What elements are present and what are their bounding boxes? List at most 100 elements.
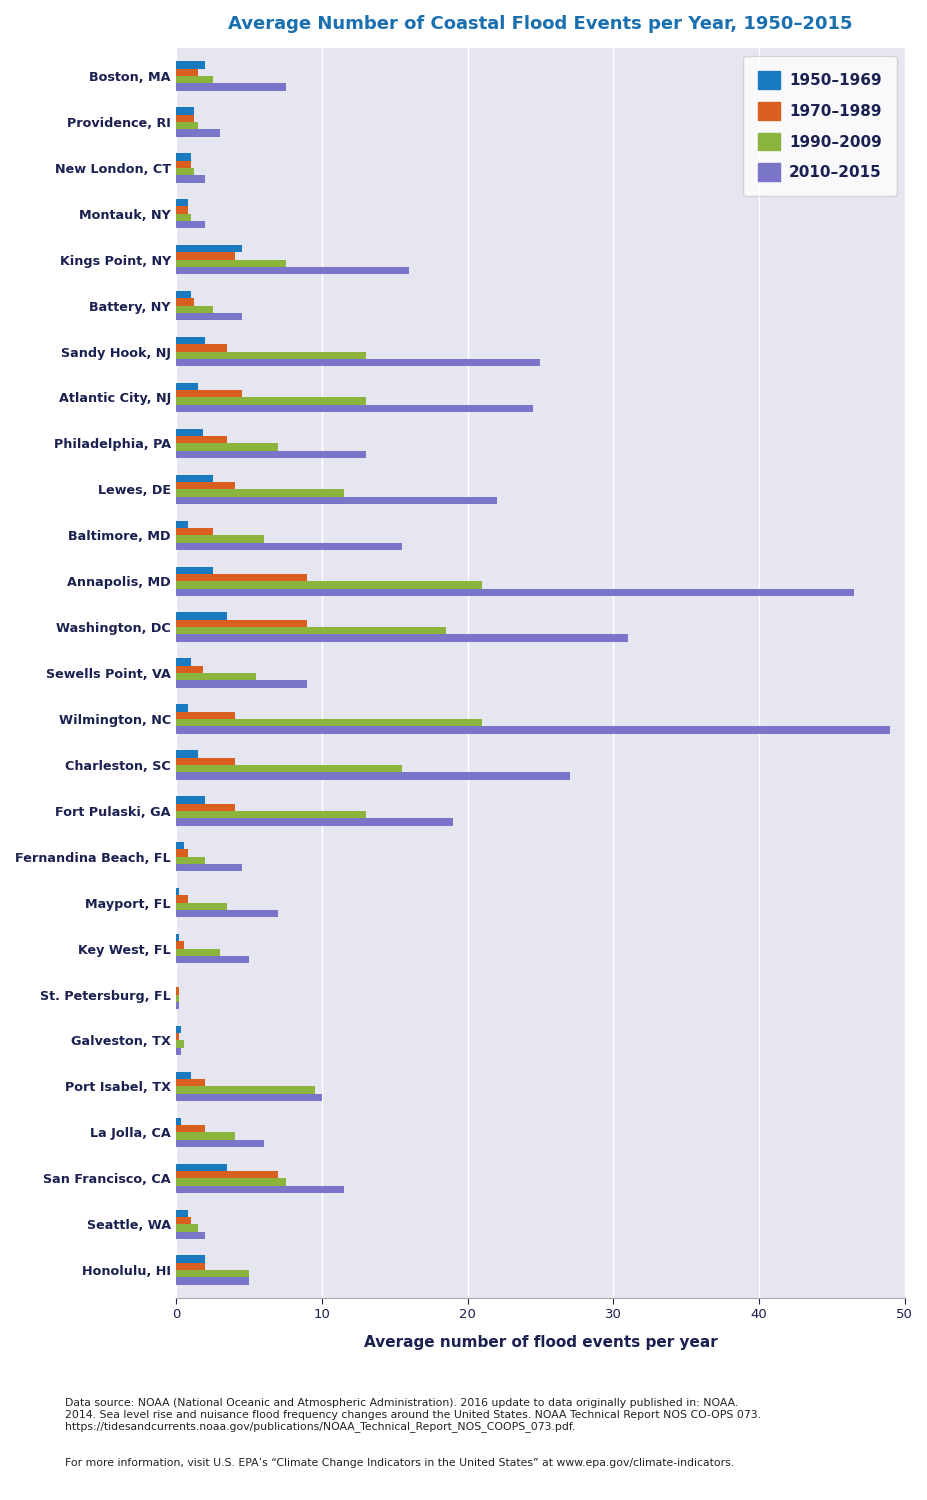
Bar — [176, 200, 188, 207]
Bar — [176, 207, 188, 214]
Bar — [176, 634, 628, 642]
Bar — [176, 1048, 181, 1054]
Bar — [176, 658, 191, 666]
Bar — [176, 106, 194, 114]
Bar — [176, 1078, 205, 1086]
Bar — [176, 214, 191, 220]
Bar — [176, 1071, 191, 1078]
Bar — [176, 1256, 205, 1263]
Bar — [176, 1034, 179, 1041]
Bar — [176, 153, 191, 160]
Bar — [176, 612, 227, 620]
Bar — [176, 176, 205, 183]
Bar — [176, 772, 569, 780]
Bar — [176, 1002, 179, 1010]
Bar — [176, 244, 242, 252]
Bar — [176, 888, 179, 896]
Bar — [176, 896, 188, 903]
Bar — [176, 1118, 181, 1125]
Bar — [176, 252, 235, 260]
Bar — [176, 306, 212, 314]
Bar — [176, 496, 496, 504]
Bar — [176, 298, 194, 306]
Bar — [176, 588, 853, 596]
Bar — [176, 864, 242, 871]
Bar — [176, 948, 220, 956]
Bar — [176, 62, 205, 69]
Bar — [176, 987, 179, 994]
Bar — [176, 956, 248, 963]
Bar — [176, 528, 212, 536]
Bar — [176, 1140, 263, 1148]
Bar — [176, 1209, 188, 1216]
Bar — [176, 260, 286, 267]
Bar — [176, 812, 365, 818]
Bar — [176, 76, 212, 84]
Bar — [176, 903, 227, 910]
Bar — [176, 1026, 181, 1033]
Bar — [176, 910, 278, 918]
X-axis label: Average number of flood events per year: Average number of flood events per year — [363, 1335, 717, 1350]
Bar — [176, 168, 194, 176]
Bar — [176, 1041, 184, 1048]
Bar — [176, 1164, 227, 1172]
Bar — [176, 405, 533, 412]
Bar — [176, 436, 227, 444]
Bar — [176, 1172, 278, 1179]
Bar — [176, 674, 256, 681]
Bar — [176, 1132, 235, 1140]
Bar — [176, 711, 235, 718]
Bar — [176, 580, 482, 588]
Bar — [176, 382, 198, 390]
Bar — [176, 705, 188, 711]
Bar — [176, 620, 307, 627]
Bar — [176, 291, 191, 298]
Bar — [176, 358, 540, 366]
Bar — [176, 718, 482, 726]
Bar — [176, 351, 365, 358]
Bar — [176, 818, 452, 825]
Bar — [176, 765, 401, 772]
Bar — [176, 84, 286, 90]
Bar — [176, 267, 409, 274]
Legend: 1950–1969, 1970–1989, 1990–2009, 2010–2015: 1950–1969, 1970–1989, 1990–2009, 2010–20… — [743, 56, 896, 196]
Bar — [176, 1232, 205, 1239]
Bar — [176, 536, 263, 543]
Bar — [176, 750, 198, 758]
Bar — [176, 942, 184, 948]
Bar — [176, 444, 278, 452]
Bar — [176, 994, 179, 1002]
Bar — [176, 452, 365, 458]
Bar — [176, 804, 235, 812]
Bar — [176, 482, 235, 489]
Bar — [176, 856, 205, 864]
Bar — [176, 220, 205, 228]
Bar — [176, 627, 445, 634]
Bar — [176, 796, 205, 804]
Bar — [176, 160, 191, 168]
Bar — [176, 567, 212, 574]
Bar — [176, 398, 365, 405]
Bar — [176, 1094, 322, 1101]
Bar — [176, 314, 242, 321]
Text: For more information, visit U.S. EPA’s “Climate Change Indicators in the United : For more information, visit U.S. EPA’s “… — [65, 1458, 733, 1468]
Bar — [176, 1216, 191, 1224]
Bar — [176, 429, 202, 436]
Bar — [176, 934, 179, 942]
Bar — [176, 344, 227, 351]
Bar — [176, 666, 202, 674]
Bar — [176, 1125, 205, 1132]
Bar — [176, 69, 198, 76]
Bar — [176, 474, 212, 482]
Title: Average Number of Coastal Flood Events per Year, 1950–2015: Average Number of Coastal Flood Events p… — [228, 15, 852, 33]
Bar — [176, 1270, 248, 1278]
Bar — [176, 122, 198, 129]
Bar — [176, 489, 343, 496]
Bar — [176, 1278, 248, 1286]
Bar — [176, 1263, 205, 1270]
Bar — [176, 114, 194, 122]
Bar — [176, 1224, 198, 1232]
Bar — [176, 543, 401, 550]
Bar — [176, 1179, 286, 1185]
Bar — [176, 1185, 343, 1192]
